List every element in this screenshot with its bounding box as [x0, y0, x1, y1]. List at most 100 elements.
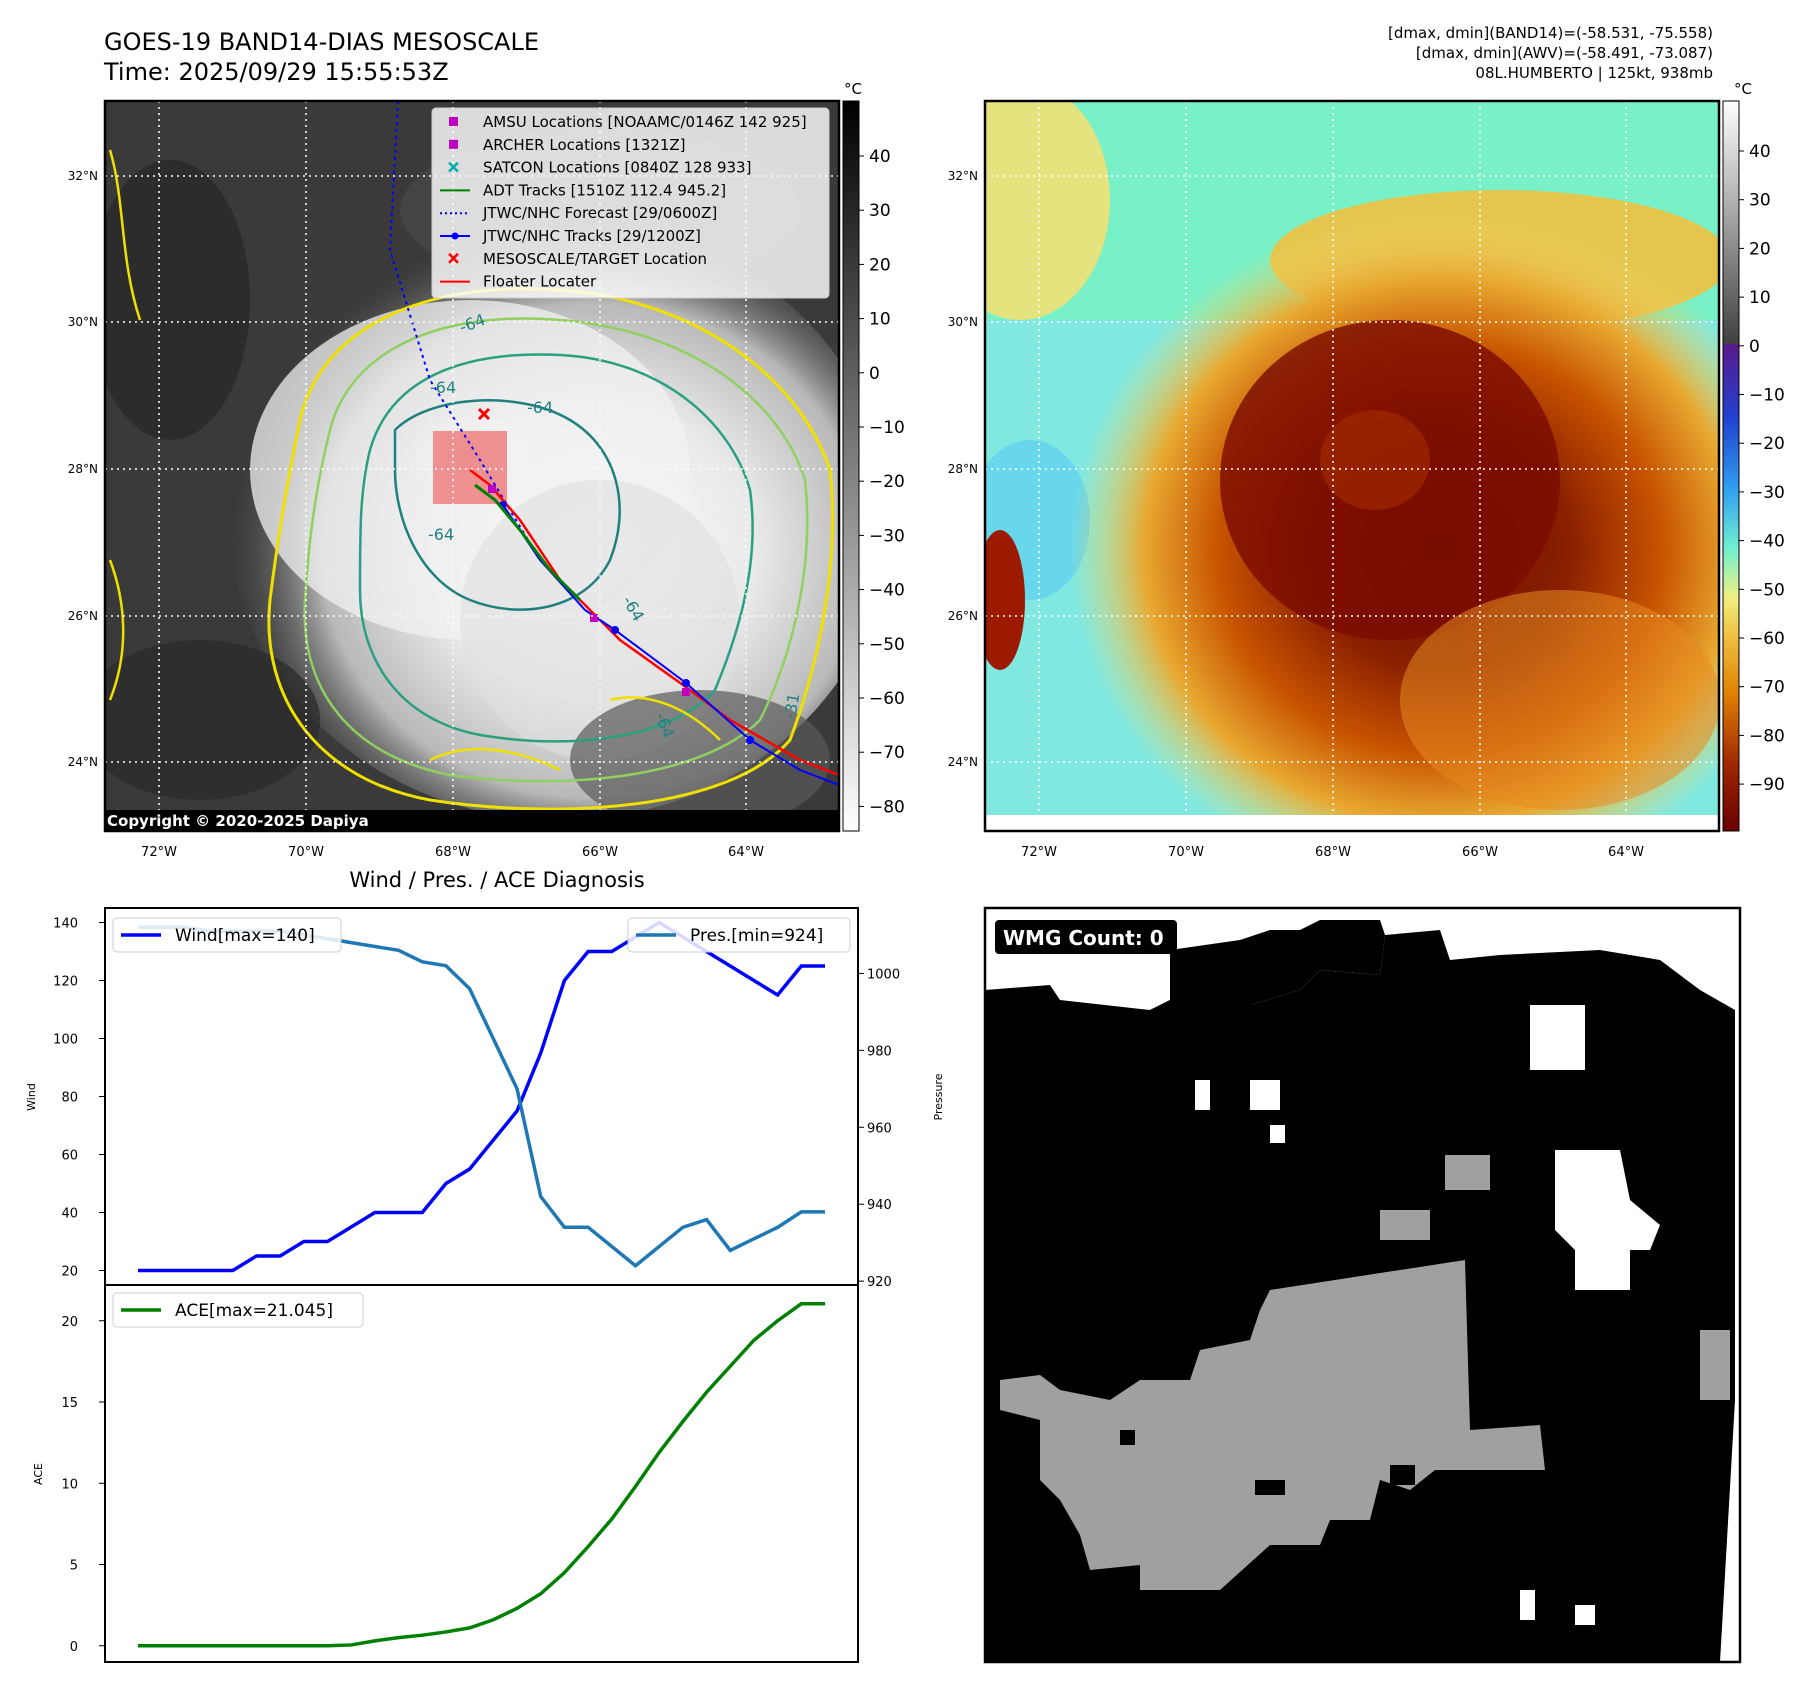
colorbar-tick-label: −50 [869, 635, 905, 655]
colorbar-tick-label: −80 [1749, 726, 1785, 746]
figure-title: GOES-19 BAND14-DIAS MESOSCALE [104, 28, 539, 56]
colorbar-tick-label: −20 [1749, 434, 1785, 454]
colorbar-tick-label: −10 [869, 418, 905, 438]
legend-label: JTWC/NHC Tracks [29/1200Z] [482, 227, 701, 245]
wind-tick-label: 80 [61, 1091, 78, 1106]
lat-label: 24°N [948, 755, 978, 769]
ace-series-line [138, 1302, 825, 1648]
wmg-panel: WMG Count: 0 [983, 906, 1742, 1664]
lat-label: 30°N [68, 315, 98, 329]
ir-legend: AMSU Locations [NOAAMC/0146Z 142 925] ARC… [431, 107, 830, 299]
wind-legend: Wind[max=140] [112, 917, 342, 953]
ace-legend: ACE[max=21.045] [112, 1292, 364, 1328]
colorbar-tick-label: 10 [869, 310, 891, 330]
chart-title: Wind / Pres. / ACE Diagnosis [349, 868, 644, 892]
wind-axis-label: Wind [25, 1083, 38, 1111]
pressure-tick-label: 920 [867, 1275, 892, 1290]
legend-label: Floater Locater [483, 273, 597, 291]
pressure-tick-label: 960 [867, 1121, 892, 1136]
legend-label: MESOSCALE/TARGET Location [483, 250, 707, 268]
colorbar-tick-label: 30 [1749, 191, 1771, 211]
colorbar-tick-label: 30 [869, 201, 891, 221]
ace-tick-label: 10 [61, 1477, 78, 1492]
ir-colorbar-unit: °C [844, 80, 862, 98]
colorbar-tick-label: 40 [869, 147, 891, 167]
colorbar-tick-label: −20 [869, 472, 905, 492]
wmg-count-label: WMG Count: 0 [1003, 926, 1164, 950]
wind-pressure-chart: Wind Pressure 20 40 60 80 100 120 140 920 940 96… [25, 907, 945, 1290]
colorbar-tick-label: −40 [869, 581, 905, 601]
colorbar-tick-label: −70 [869, 743, 905, 763]
colorbar-tick-label: 0 [869, 364, 880, 384]
lat-label: 24°N [68, 755, 98, 769]
stats-band14: [dmax, dmin](BAND14)=(-58.531, -75.558) [1388, 24, 1713, 42]
legend-label: SATCON Locations [0840Z 128 933] [483, 159, 751, 177]
lat-label: 26°N [948, 609, 978, 623]
lon-label: 70°W [288, 845, 324, 860]
ace-axis-label: ACE [32, 1463, 45, 1485]
awv-colorbar-unit: °C [1734, 80, 1752, 98]
figure-time: Time: 2025/09/29 15:55:53Z [103, 58, 449, 86]
colorbar-tick-label: 20 [869, 255, 891, 275]
colorbar-tick-label: −40 [1749, 532, 1785, 552]
colorbar-tick-label: −30 [1749, 483, 1785, 503]
copyright-label: Copyright © 2020-2025 Dapiya [107, 812, 369, 830]
stats-storm: 08L.HUMBERTO | 125kt, 938mb [1475, 64, 1713, 82]
lon-label: 68°W [435, 845, 471, 860]
wind-series-line [138, 920, 825, 1273]
legend-label: ADT Tracks [1510Z 112.4 945.2] [483, 181, 726, 199]
lon-label: 66°W [582, 845, 618, 860]
contour-label: -64 [430, 378, 456, 397]
colorbar-tick-label: −60 [1749, 629, 1785, 649]
ace-tick-label: 20 [61, 1315, 78, 1330]
wind-tick-label: 100 [53, 1033, 78, 1048]
legend-label: ARCHER Locations [1321Z] [483, 136, 686, 154]
wind-legend-label: Wind[max=140] [175, 926, 315, 946]
colorbar-tick-label: 40 [1749, 142, 1771, 162]
colorbar-tick-label: −90 [1749, 775, 1785, 795]
legend-marker [449, 117, 458, 126]
wind-tick-label: 40 [61, 1207, 78, 1222]
lon-label: 72°W [1021, 845, 1057, 860]
lon-label: 66°W [1462, 845, 1498, 860]
colorbar-tick-label: −80 [869, 797, 905, 817]
legend-marker [449, 139, 458, 149]
stats-awv: [dmax, dmin](AWV)=(-58.491, -73.087) [1416, 44, 1713, 62]
contour-label: -64 [428, 525, 454, 544]
lat-label: 32°N [68, 169, 98, 183]
colorbar-tick-label: −60 [869, 689, 905, 709]
pressure-legend: Pres.[min=924] [627, 917, 851, 953]
lat-label: 30°N [948, 315, 978, 329]
wind-tick-label: 20 [61, 1265, 78, 1280]
colorbar-tick-label: −70 [1749, 678, 1785, 698]
ir-map-panel: -64 -64 -64 -64 -64 -64 -31 Copyright © … [103, 99, 841, 833]
lon-label: 68°W [1315, 845, 1351, 860]
ir-colorbar: °C 40 30 20 10 0 −10 −20 −30 −40 −50 −60 −70 −80 [842, 80, 905, 832]
awv-map-panel [983, 99, 1721, 833]
ace-tick-label: 15 [61, 1396, 78, 1411]
ace-legend-label: ACE[max=21.045] [175, 1301, 333, 1321]
legend-marker [448, 161, 459, 173]
lon-label: 72°W [141, 845, 177, 860]
pressure-tick-label: 940 [867, 1198, 892, 1213]
colorbar-tick-label: 10 [1749, 288, 1771, 308]
legend-marker [448, 252, 459, 264]
pressure-axis-label: Pressure [932, 1073, 945, 1120]
lon-label: 64°W [728, 845, 764, 860]
colorbar-tick-label: −30 [869, 526, 905, 546]
lon-label: 70°W [1168, 845, 1204, 860]
contour-label: -31 [780, 692, 803, 721]
ace-tick-label: 5 [70, 1559, 78, 1574]
legend-marker [440, 232, 470, 240]
pressure-legend-label: Pres.[min=924] [690, 926, 823, 946]
colorbar-tick-label: 20 [1749, 239, 1771, 259]
colorbar-tick-label: −50 [1749, 580, 1785, 600]
colorbar-tick-label: −10 [1749, 386, 1785, 406]
legend-label: JTWC/NHC Forecast [29/0600Z] [482, 204, 717, 222]
pressure-tick-label: 1000 [867, 967, 900, 982]
contour-label: -64 [527, 398, 553, 417]
wind-tick-label: 120 [53, 975, 78, 990]
legend-label: AMSU Locations [NOAAMC/0146Z 142 925] [483, 113, 807, 131]
pressure-tick-label: 980 [867, 1044, 892, 1059]
